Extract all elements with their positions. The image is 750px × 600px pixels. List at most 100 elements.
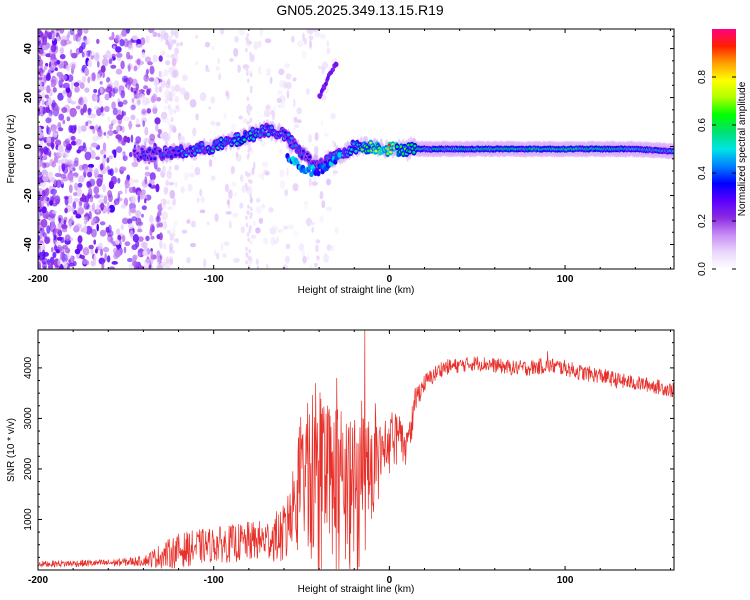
spectrogram-noise-blob xyxy=(55,241,61,245)
snr-plot-area xyxy=(38,330,674,570)
spectrogram-noise-blob xyxy=(152,103,157,109)
spectrogram-noise-blob xyxy=(38,221,41,226)
spectrogram-trace-core xyxy=(270,126,274,130)
spectrogram-noise-blob xyxy=(89,125,95,130)
spectrogram-noise-blob xyxy=(141,108,147,115)
spectrogram-noise-blob xyxy=(102,71,105,79)
spectrogram-noise-blob xyxy=(199,188,203,197)
spectrogram-noise-blob xyxy=(81,96,88,106)
spectrogram-noise-blob xyxy=(156,250,161,258)
spectrogram-noise-blob xyxy=(170,124,176,130)
spectrogram-noise-blob xyxy=(131,244,138,251)
spectrogram-noise-blob xyxy=(90,113,96,119)
spectrogram-noise-blob xyxy=(320,119,324,127)
spectrogram-noise-blob xyxy=(314,132,319,141)
spectrogram-noise-blob xyxy=(72,167,76,172)
snr-x-tick-label: -200 xyxy=(28,575,48,586)
spectrogram-noise-blob xyxy=(217,58,221,65)
spectrogram-noise-blob xyxy=(42,162,47,169)
spectrogram-noise-blob xyxy=(326,47,331,55)
spectrogram-noise-blob xyxy=(87,171,93,178)
spectrogram-noise-blob xyxy=(332,140,335,146)
spectrogram-noise-blob xyxy=(117,109,122,116)
spectrogram-trace-core xyxy=(374,149,378,153)
spectrogram-noise-blob xyxy=(103,105,110,113)
spectrogram-noise-blob xyxy=(61,163,66,172)
spectrogram-noise-blob xyxy=(77,235,83,244)
spectrogram-noise-blob xyxy=(249,146,252,151)
spectrogram-noise-blob xyxy=(233,48,239,57)
spectrogram-noise-blob xyxy=(302,250,305,258)
spectrogram-noise-blob xyxy=(132,234,139,243)
spectrogram-noise-blob xyxy=(159,29,167,35)
spectrogram-noise-blob xyxy=(249,117,253,122)
spectrogram-noise-blob xyxy=(38,109,41,116)
spectrogram-noise-blob xyxy=(85,225,93,235)
spectrogram-secondary-trace xyxy=(331,67,336,73)
spectrogram-noise-blob xyxy=(149,214,154,224)
spectrogram-noise-blob xyxy=(111,261,118,265)
spectrogram-trace-core xyxy=(386,152,390,156)
spectrogram-noise-blob xyxy=(90,248,94,255)
spectrogram-noise-blob xyxy=(87,163,95,168)
spectrogram-noise-blob xyxy=(102,246,110,253)
spectrogram-noise-blob xyxy=(210,175,216,181)
spectrogram-noise-blob xyxy=(168,107,173,117)
spectrogram-noise-blob xyxy=(123,116,130,122)
spectrogram-noise-blob xyxy=(270,236,276,246)
snr-y-tick-label: 2000 xyxy=(23,457,34,480)
snr-y-tick-label: 3000 xyxy=(23,407,34,430)
spectrogram-noise-blob xyxy=(116,146,123,154)
spectrogram-trace-core xyxy=(219,138,223,142)
spectrogram-noise-blob xyxy=(263,109,271,118)
spectrogram-noise-blob xyxy=(278,68,285,76)
spectrogram-noise-blob xyxy=(249,72,253,78)
spectrogram-noise-blob xyxy=(118,85,125,92)
spectrogram-noise-blob xyxy=(128,55,133,60)
spectrogram-noise-blob xyxy=(140,37,146,46)
spectrogram-noise-blob xyxy=(265,104,272,111)
spectrogram-noise-blob xyxy=(137,236,144,242)
spectrogram-noise-blob xyxy=(305,87,310,96)
spectrogram-trace-core xyxy=(294,144,298,148)
spectrogram-noise-blob xyxy=(120,224,125,231)
spectrogram-noise-blob xyxy=(77,182,83,188)
spectrogram-noise-blob xyxy=(117,101,124,108)
spectrogram-noise-blob xyxy=(63,140,70,148)
spectrogram-noise-blob xyxy=(150,235,155,240)
spectrogram-noise-blob xyxy=(326,40,330,47)
spectrogram-noise-blob xyxy=(168,181,175,186)
spectrogram-noise-blob xyxy=(174,96,180,103)
spectrogram-noise-blob xyxy=(165,179,170,187)
spectrogram-noise-blob xyxy=(179,87,186,95)
spectrogram-noise-blob xyxy=(67,30,71,39)
spectrogram-noise-blob xyxy=(308,35,314,41)
spectrogram-trace-core xyxy=(149,157,154,161)
spectrogram-trace-core xyxy=(283,131,287,134)
spectrogram-noise-blob xyxy=(278,148,283,155)
spectrogram-noise-blob xyxy=(59,47,64,55)
spectrogram-noise-blob xyxy=(287,224,295,230)
spectrogram-noise-blob xyxy=(219,29,225,35)
spectrogram-noise-blob xyxy=(39,196,45,201)
spectrogram-noise-blob xyxy=(116,228,120,235)
spectrogram-noise-blob xyxy=(242,117,248,124)
spectrogram-noise-blob xyxy=(66,116,71,122)
snr-series-line xyxy=(38,330,674,570)
spectrogram-noise-blob xyxy=(116,114,123,121)
spectrogram-noise-blob xyxy=(180,41,183,47)
spectrogram-noise-blob xyxy=(50,221,55,229)
spectrogram-noise-blob xyxy=(145,35,150,44)
spectrogram-noise-blob xyxy=(107,190,113,198)
spectrogram-noise-blob xyxy=(200,196,205,204)
spectrogram-noise-blob xyxy=(107,116,111,122)
spectrogram-noise-blob xyxy=(256,40,262,48)
spectrogram-noise-blob xyxy=(130,114,136,121)
spectrogram-noise-blob xyxy=(237,64,241,74)
spectrogram-noise-blob xyxy=(158,70,165,80)
spectrogram-noise-blob xyxy=(276,97,282,104)
snr-y-label: SNR (10 * v/v) xyxy=(6,418,17,482)
spectrogram-noise-blob xyxy=(307,29,314,35)
spectrogram-noise-blob xyxy=(245,260,248,265)
spectrogram-noise-blob xyxy=(165,94,171,99)
